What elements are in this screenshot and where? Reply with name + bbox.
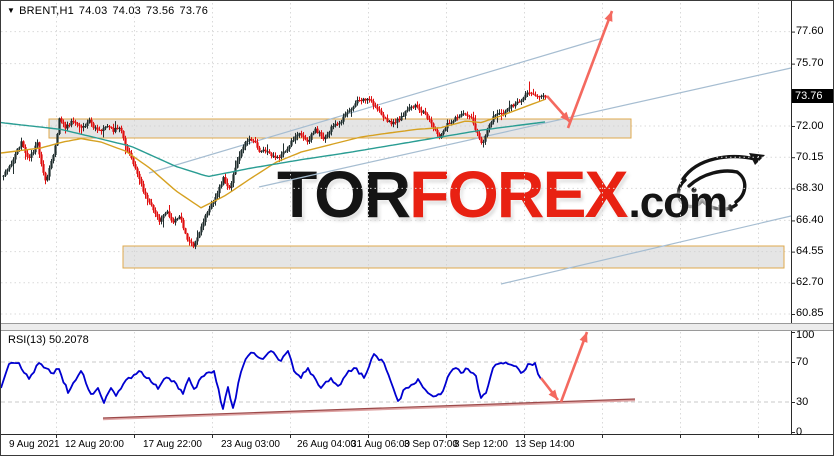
symbol-ohlc-header: ▼ BRENT,H1 74.03 74.03 73.56 73.76 — [7, 5, 213, 17]
sr-zones-layer — [48, 118, 785, 269]
forecast-arrows-layer — [546, 10, 614, 129]
moving-averages-layer — [1, 98, 546, 209]
support-zone — [122, 245, 785, 269]
ohlc-high: 74.03 — [112, 5, 141, 17]
ohlc-low: 73.56 — [145, 5, 175, 17]
pane-splitter[interactable] — [1, 323, 833, 331]
bull-logo-icon — [676, 153, 765, 212]
logo-forex: FOREX — [409, 157, 628, 231]
logo-tor: TOR — [277, 157, 411, 231]
current-price-tag: 73.76 — [792, 89, 833, 104]
chevron-down-icon[interactable]: ▼ — [7, 6, 16, 15]
torforex-watermark: TOR FOREX .com — [277, 149, 777, 251]
ohlc-close: 73.76 — [179, 5, 209, 17]
symbol-label: BRENT,H1 — [19, 5, 74, 17]
axes-layer — [1, 1, 833, 438]
rsi-line — [1, 350, 542, 410]
grid-layer — [1, 3, 791, 433]
logo-dotcom: .com — [628, 178, 728, 227]
rsi-layer — [1, 331, 636, 421]
rsi-indicator-label: RSI(13) 50.2078 — [8, 334, 89, 346]
ohlc-open: 74.03 — [78, 5, 108, 17]
candles-layer — [2, 81, 547, 250]
